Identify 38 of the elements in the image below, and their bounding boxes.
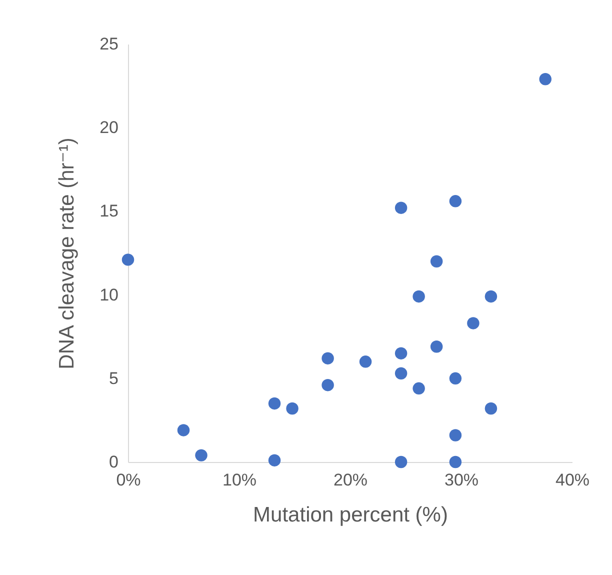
y-tick-label: 10 [100, 285, 118, 304]
point [359, 356, 372, 368]
y-tick-label: 15 [100, 202, 118, 221]
point [177, 424, 190, 436]
point [430, 340, 443, 353]
point [484, 290, 498, 303]
point [394, 347, 408, 360]
x-tick-label: 40% [555, 470, 590, 490]
point [286, 402, 298, 415]
point [394, 456, 408, 468]
x-tick-label: 10% [222, 470, 257, 490]
x-tick-label: 0% [116, 470, 141, 490]
point [449, 429, 462, 442]
y-tick-label: 20 [100, 118, 118, 138]
point [412, 382, 425, 395]
y-tick-label: 5 [109, 368, 118, 388]
point [122, 254, 134, 266]
point [449, 195, 462, 208]
point [322, 352, 334, 364]
y-tick-label: 25 [100, 34, 118, 54]
point [394, 202, 408, 214]
point [430, 255, 443, 268]
x-axis-title: Mutation percent (%) [253, 504, 448, 526]
point [268, 454, 281, 466]
point [467, 317, 480, 330]
point [394, 367, 408, 380]
point [539, 73, 552, 86]
point [412, 290, 425, 303]
point [449, 372, 462, 385]
y-axis-title: DNA cleavage rate (hr⁻¹) [56, 138, 79, 370]
point [322, 378, 334, 392]
y-tick-label: 0 [109, 452, 118, 472]
point [484, 402, 498, 415]
point [195, 449, 208, 462]
point [268, 397, 281, 410]
point [449, 456, 462, 468]
x-tick-label: 20% [333, 470, 368, 490]
x-tick-label: 30% [444, 470, 479, 490]
